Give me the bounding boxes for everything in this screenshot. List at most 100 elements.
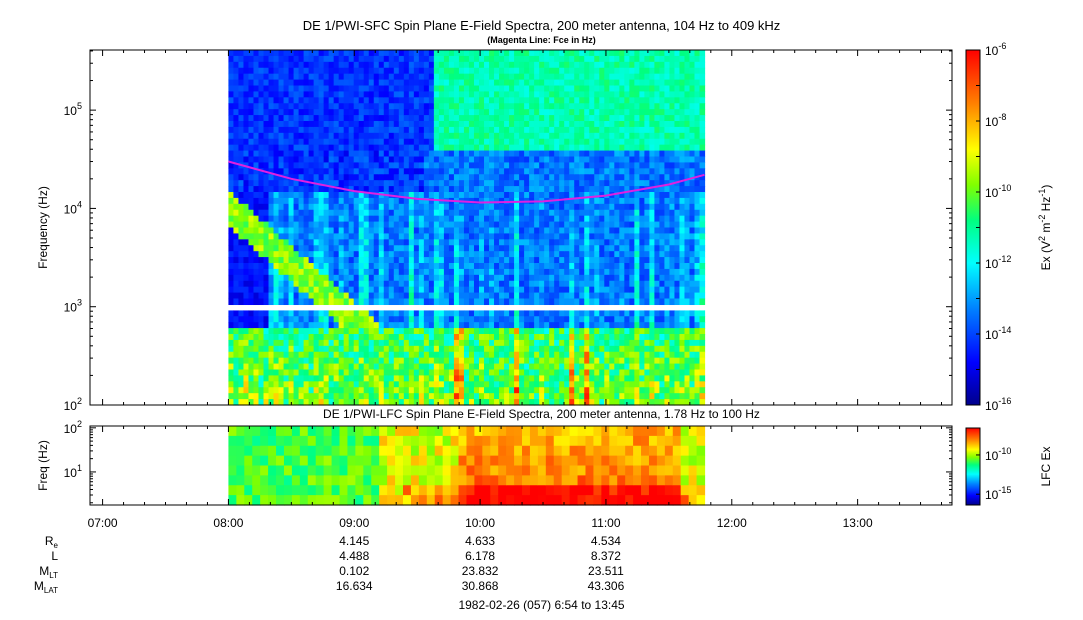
sfc-cell bbox=[544, 245, 550, 252]
sfc-cell bbox=[569, 79, 575, 87]
sfc-cell bbox=[494, 132, 500, 140]
sfc-cell bbox=[524, 351, 530, 359]
sfc-cell bbox=[569, 192, 575, 199]
sfc-cell bbox=[534, 186, 540, 193]
sfc-cell bbox=[494, 156, 500, 164]
sfc-cell bbox=[544, 221, 550, 229]
sfc-cell bbox=[298, 180, 305, 187]
sfc-cell bbox=[529, 245, 535, 252]
sfc-cell bbox=[448, 203, 455, 211]
sfc-cell bbox=[514, 381, 520, 388]
sfc-cell bbox=[273, 357, 280, 365]
sfc-cell bbox=[499, 121, 505, 128]
sfc-cell bbox=[318, 298, 325, 306]
sfc-cell bbox=[509, 79, 515, 87]
sfc-cell bbox=[303, 399, 310, 406]
sfc-cell bbox=[408, 399, 415, 406]
sfc-cell bbox=[248, 203, 255, 211]
sfc-cell bbox=[609, 221, 615, 229]
sfc-cell bbox=[343, 67, 350, 75]
sfc-cell bbox=[614, 233, 620, 240]
sfc-cell bbox=[624, 144, 630, 152]
sfc-cell bbox=[443, 79, 450, 87]
sfc-cell bbox=[619, 91, 625, 98]
sfc-cell bbox=[589, 91, 595, 98]
sfc-cell bbox=[258, 91, 265, 98]
sfc-cell bbox=[393, 263, 400, 270]
sfc-cell bbox=[403, 245, 410, 252]
sfc-cell bbox=[579, 292, 585, 300]
sfc-cell bbox=[514, 393, 520, 400]
sfc-cell bbox=[529, 292, 535, 300]
sfc-cell bbox=[363, 73, 370, 81]
sfc-cell bbox=[554, 251, 560, 258]
sfc-cell bbox=[343, 280, 350, 288]
sfc-cell bbox=[273, 50, 280, 57]
sfc-cell bbox=[559, 73, 565, 81]
sfc-cell bbox=[639, 375, 645, 382]
sfc-cell bbox=[423, 197, 430, 205]
sfc-cell bbox=[634, 339, 640, 347]
sfc-cell bbox=[318, 227, 325, 235]
sfc-cell bbox=[529, 150, 535, 158]
sfc-cell bbox=[448, 50, 455, 57]
sfc-cell bbox=[358, 67, 365, 75]
sfc-cell bbox=[564, 156, 570, 164]
sfc-cell bbox=[599, 126, 605, 134]
sfc-cell bbox=[243, 61, 250, 69]
sfc-cell bbox=[599, 138, 605, 146]
sfc-cell bbox=[559, 144, 565, 152]
sfc-cell bbox=[624, 73, 630, 81]
sfc-cell bbox=[348, 144, 355, 152]
sfc-cell bbox=[253, 227, 260, 235]
sfc-cell bbox=[494, 245, 500, 252]
sfc-cell bbox=[479, 109, 485, 116]
sfc-cell bbox=[263, 387, 270, 394]
sfc-cell bbox=[584, 339, 590, 347]
sfc-cell bbox=[403, 268, 410, 276]
sfc-cell bbox=[614, 91, 620, 98]
sfc-cell bbox=[604, 103, 610, 110]
sfc-cell bbox=[383, 268, 390, 276]
sfc-cell bbox=[228, 334, 235, 341]
sfc-cell bbox=[293, 150, 300, 158]
sfc-cell bbox=[574, 381, 580, 388]
sfc-cell bbox=[433, 209, 440, 217]
sfc-cell bbox=[428, 156, 435, 164]
sfc-cell bbox=[509, 387, 515, 394]
sfc-cell bbox=[388, 328, 395, 335]
sfc-cell bbox=[263, 328, 270, 335]
sfc-cell bbox=[233, 381, 240, 388]
sfc-cell bbox=[448, 245, 455, 252]
sfc-cell bbox=[634, 67, 640, 75]
sfc-cell bbox=[273, 97, 280, 104]
sfc-cell bbox=[268, 251, 275, 258]
sfc-cell bbox=[373, 381, 380, 388]
sfc-cell bbox=[323, 245, 330, 252]
sfc-cell bbox=[303, 73, 310, 81]
sfc-cell bbox=[529, 316, 535, 323]
sfc-cell bbox=[398, 280, 405, 288]
sfc-cell bbox=[308, 209, 315, 217]
sfc-cell bbox=[323, 162, 330, 169]
sfc-cell bbox=[408, 251, 415, 258]
sfc-cell bbox=[283, 286, 290, 294]
sfc-cell bbox=[604, 197, 610, 205]
sfc-cell bbox=[629, 121, 635, 128]
sfc-cell bbox=[644, 180, 650, 187]
sfc-cell bbox=[228, 174, 235, 181]
sfc-cell bbox=[484, 85, 490, 93]
sfc-cell bbox=[499, 328, 505, 335]
sfc-cell bbox=[338, 79, 345, 87]
sfc-cell bbox=[479, 298, 485, 306]
sfc-cell bbox=[378, 180, 385, 187]
sfc-cell bbox=[614, 245, 620, 252]
sfc-cell bbox=[348, 50, 355, 57]
sfc-cell bbox=[248, 363, 255, 371]
sfc-cell bbox=[448, 310, 455, 317]
sfc-cell bbox=[544, 233, 550, 240]
sfc-cell bbox=[313, 239, 320, 246]
sfc-cell bbox=[504, 97, 510, 104]
sfc-cell bbox=[433, 144, 440, 152]
